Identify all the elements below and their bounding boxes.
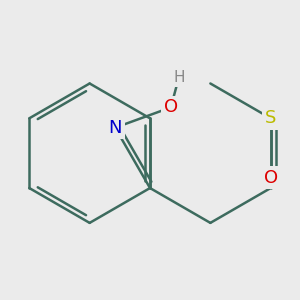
Text: S: S — [265, 109, 276, 127]
Text: H: H — [173, 70, 185, 85]
Text: O: O — [164, 98, 178, 116]
Text: N: N — [108, 119, 122, 137]
Text: O: O — [264, 169, 278, 187]
